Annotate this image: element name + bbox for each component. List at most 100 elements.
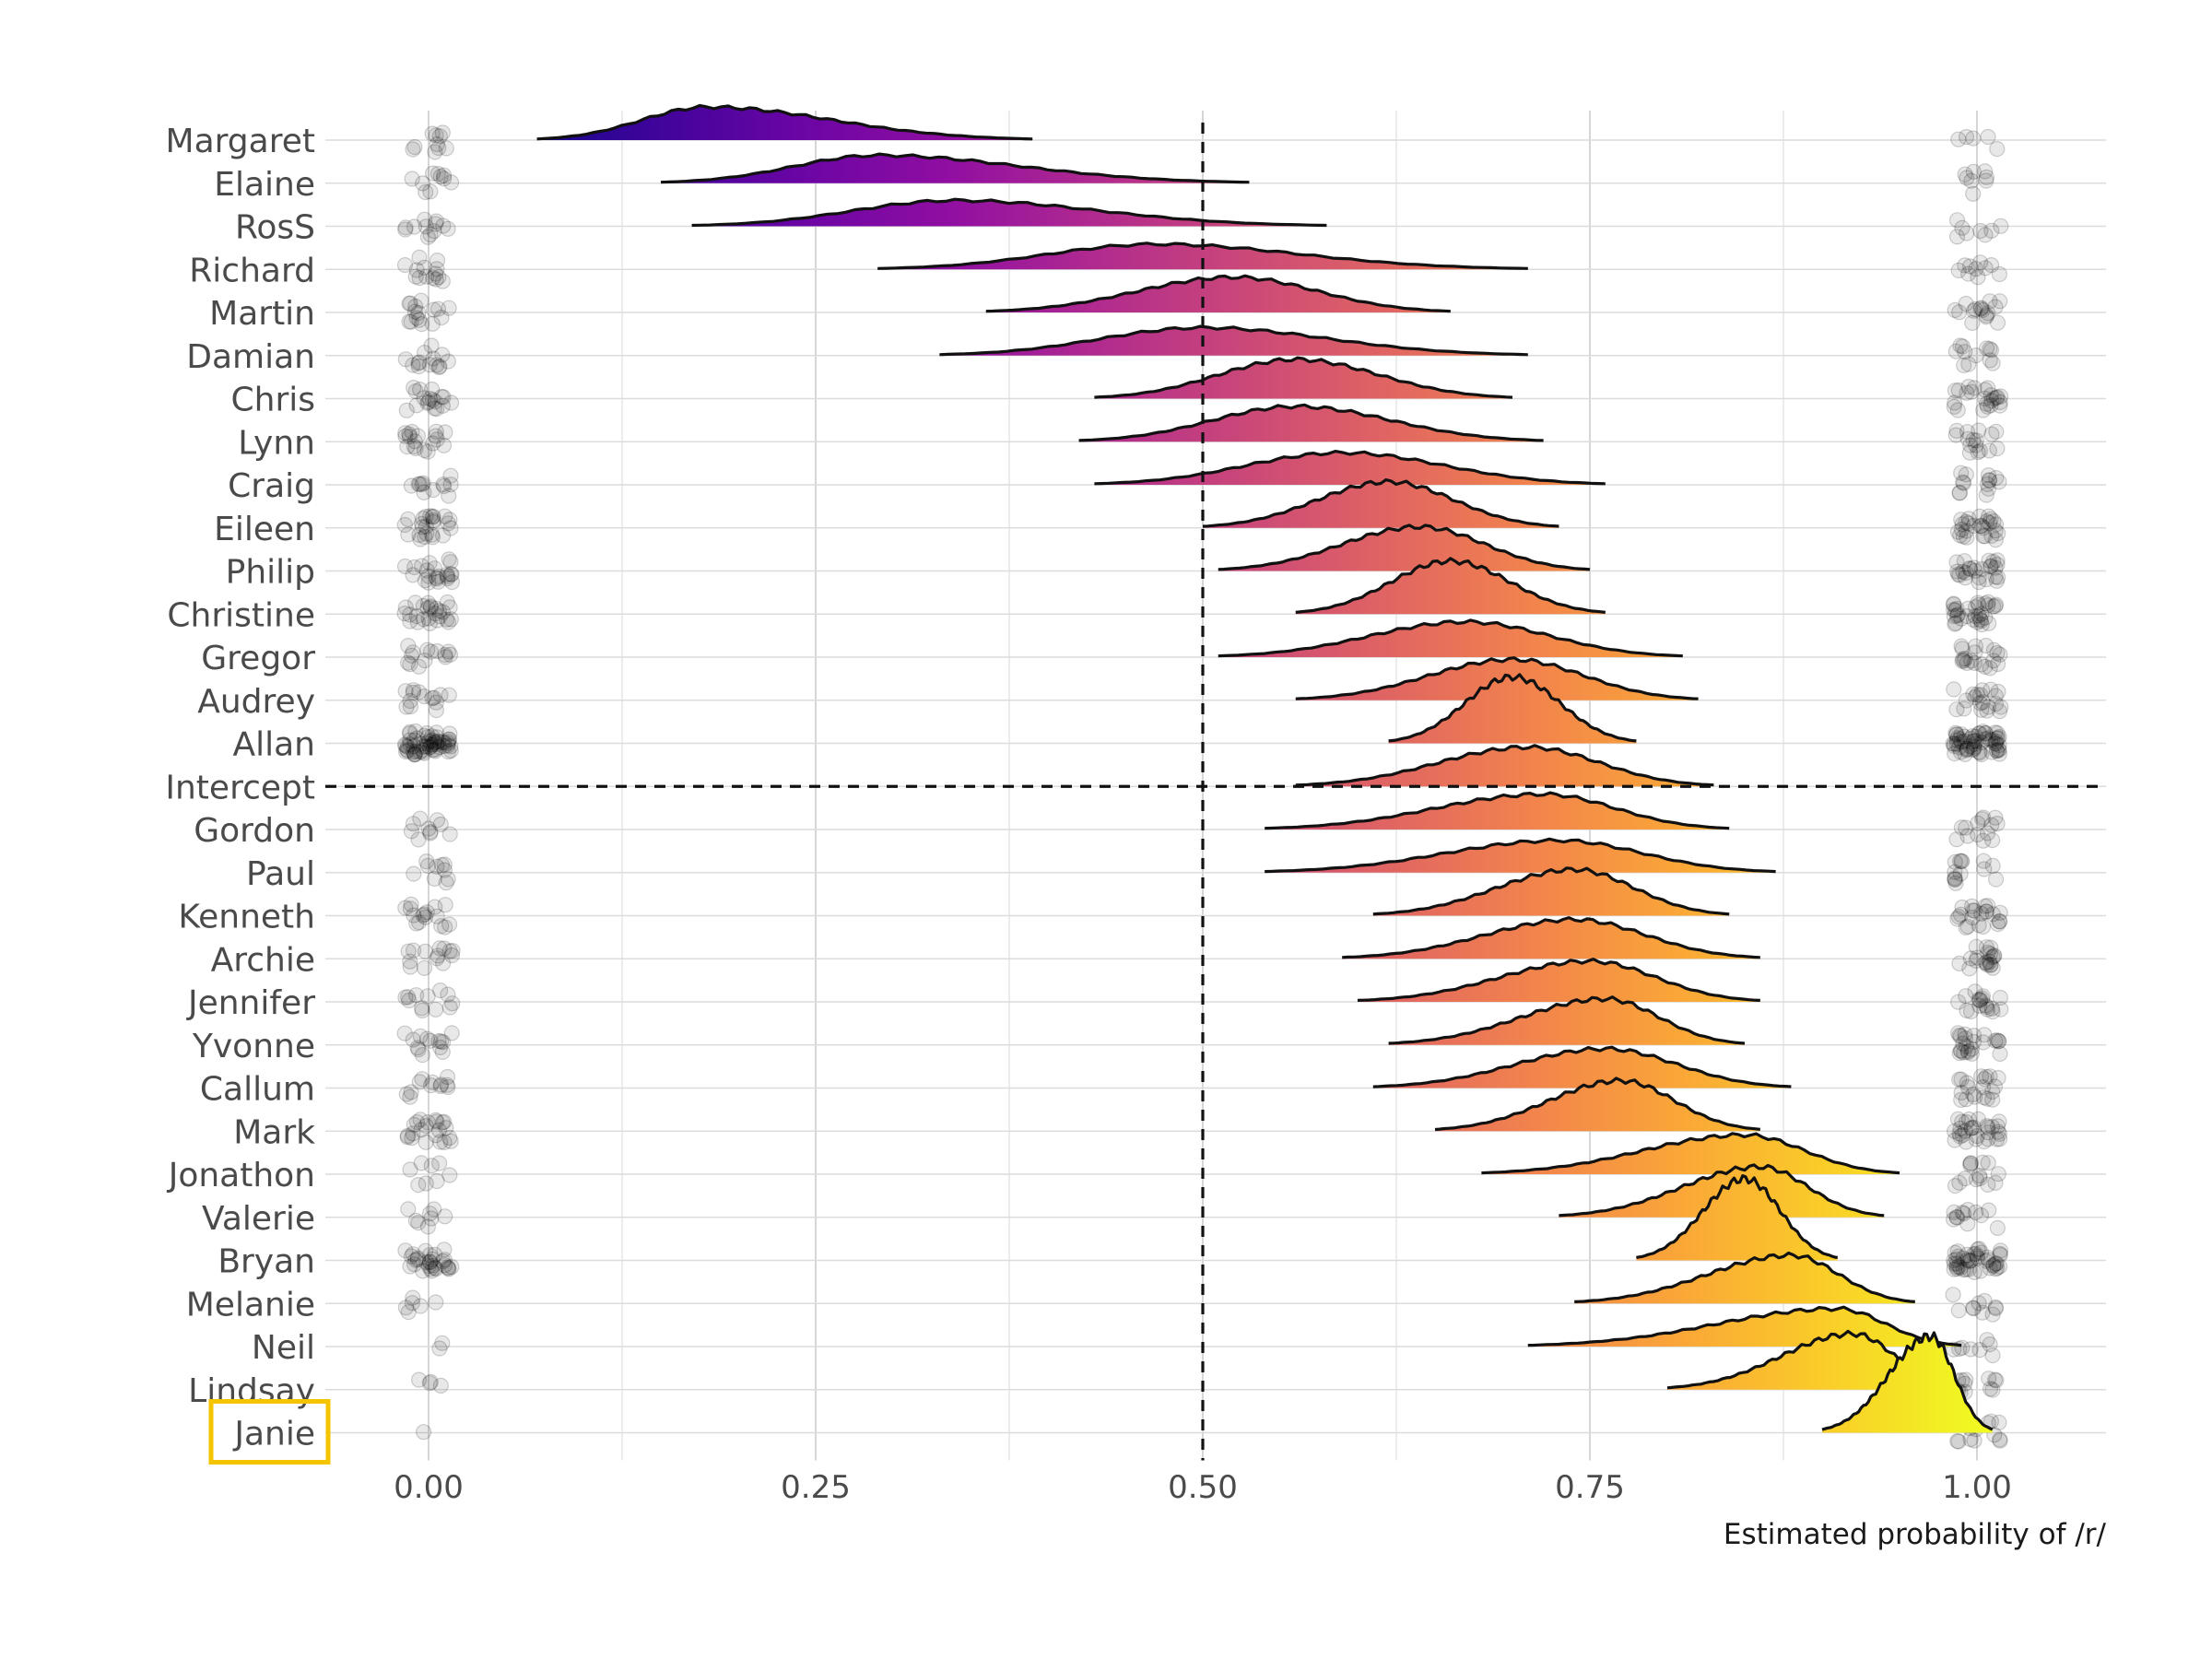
jitter-point xyxy=(432,1377,449,1394)
jitter-point xyxy=(431,739,448,756)
jitter-point xyxy=(406,138,423,156)
jitter-point xyxy=(1989,552,2006,569)
jitter-point xyxy=(441,646,459,663)
jitter-point xyxy=(1964,734,1981,750)
jitter-point xyxy=(1983,342,2000,359)
jitter-point xyxy=(407,440,424,456)
jitter-point xyxy=(1975,809,1992,826)
jitter-point xyxy=(432,687,449,703)
jitter-point xyxy=(1987,724,2004,741)
jitter-point xyxy=(1951,1125,1968,1142)
jitter-point xyxy=(422,508,439,524)
jitter-point xyxy=(1979,1332,1995,1348)
jitter-point xyxy=(1987,1174,2004,1192)
jitter-point xyxy=(1978,172,1994,189)
jitter-point xyxy=(405,141,421,158)
jitter-point xyxy=(1952,1259,1969,1277)
jitter-point xyxy=(414,1000,430,1017)
jitter-point xyxy=(1993,699,2009,715)
jitter-point xyxy=(1975,853,1992,869)
jitter-point xyxy=(1984,1091,2001,1108)
jitter-point xyxy=(1954,899,1971,916)
jitter-point xyxy=(1984,906,2001,923)
jitter-point xyxy=(397,599,414,616)
jitter-point xyxy=(1959,1044,1976,1061)
jitter-point xyxy=(441,1129,458,1147)
jitter-point xyxy=(1952,337,1969,354)
jitter-point xyxy=(397,221,414,238)
jitter-point xyxy=(1991,736,2007,754)
ridge-outline-yvonne xyxy=(1388,995,1746,1045)
ridge-fill-chris xyxy=(1094,358,1512,399)
jitter-point xyxy=(424,1251,441,1267)
jitter-point xyxy=(1984,1306,2001,1323)
jitter-point xyxy=(437,646,453,664)
jitter-point xyxy=(1983,397,1999,414)
jitter-point xyxy=(405,1125,421,1142)
jitter-point xyxy=(405,567,421,583)
jitter-point xyxy=(418,735,435,752)
ridge-outline-martin xyxy=(985,274,1451,313)
y-label-gordon: Gordon xyxy=(194,812,315,850)
jitter-point xyxy=(441,1167,458,1183)
jitter-point xyxy=(1989,556,2006,573)
jitter-point xyxy=(399,1129,416,1146)
jitter-point xyxy=(429,253,446,269)
jitter-point xyxy=(425,165,441,182)
jitter-point xyxy=(411,249,428,265)
jitter-point xyxy=(1946,1255,1962,1272)
jitter-point xyxy=(432,169,449,185)
jitter-point xyxy=(1947,871,1963,888)
jitter-point xyxy=(1958,513,1974,531)
jitter-point xyxy=(1980,1252,1996,1268)
jitter-point xyxy=(440,735,456,752)
jitter-point xyxy=(1958,564,1974,582)
jitter-point xyxy=(423,1158,440,1174)
jitter-point xyxy=(402,1088,418,1105)
y-label-mark: Mark xyxy=(233,1113,315,1151)
jitter-point xyxy=(1989,314,2006,331)
jitter-point xyxy=(1950,1248,1967,1265)
jitter-point xyxy=(1959,1078,1976,1096)
jitter-point xyxy=(1962,1155,1979,1171)
jitter-point xyxy=(1954,516,1971,533)
jitter-point xyxy=(428,1261,444,1277)
jitter-point xyxy=(440,871,456,888)
jitter-point xyxy=(407,383,424,400)
jitter-point xyxy=(406,218,423,235)
jitter-point xyxy=(1977,724,1994,742)
jitter-point xyxy=(1976,1292,1993,1310)
jitter-point xyxy=(440,1259,456,1276)
jitter-point xyxy=(1975,1089,1993,1106)
jitter-point xyxy=(1980,594,1996,610)
jitter-point xyxy=(401,426,418,442)
jitter-point xyxy=(406,747,423,763)
jitter-point xyxy=(1951,1174,1968,1191)
jitter-point xyxy=(422,599,439,616)
jitter-point xyxy=(1947,871,1963,888)
jitter-point xyxy=(410,658,428,675)
jitter-point xyxy=(430,733,447,749)
jitter-point xyxy=(434,124,451,141)
jitter-point xyxy=(439,1068,456,1086)
jitter-point xyxy=(1963,1045,1980,1062)
highlight-box xyxy=(208,1399,331,1465)
jitter-point xyxy=(1978,1253,1994,1269)
jitter-point xyxy=(436,735,453,751)
jitter-point xyxy=(397,219,414,236)
jitter-point xyxy=(1988,734,2005,750)
jitter-point xyxy=(1992,394,2008,410)
jitter-point xyxy=(1947,726,1965,743)
jitter-point xyxy=(1950,994,1967,1010)
jitter-point xyxy=(1963,172,1980,189)
ridge-fill-mark xyxy=(1435,1077,1760,1132)
jitter-point xyxy=(419,443,436,460)
jitter-point xyxy=(421,555,438,571)
jitter-point xyxy=(1978,1068,1994,1086)
jitter-point xyxy=(1988,390,2005,406)
jitter-point xyxy=(1968,952,1984,970)
jitter-point xyxy=(1947,394,1963,411)
jitter-point xyxy=(1973,300,1990,316)
jitter-point xyxy=(415,475,431,491)
jitter-point xyxy=(1960,379,1977,395)
